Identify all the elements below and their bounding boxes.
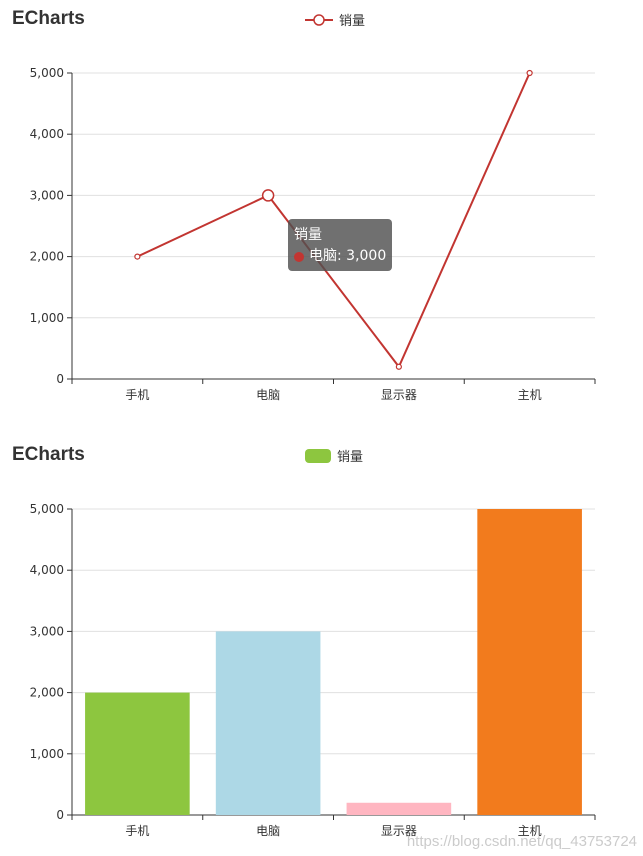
y-tick-label: 5,000 xyxy=(30,502,64,516)
line-chart-panel: 0 1,000 2,000 3,000 4,000 5,000 手机 电脑 显示器 主机 ECha… xyxy=(12,8,596,402)
y-tick-label: 1,000 xyxy=(30,311,64,325)
data-point xyxy=(526,69,533,77)
y-tick-label: 3,000 xyxy=(30,188,64,202)
line-tooltip: 销量 电脑: 3,000 xyxy=(288,219,393,271)
x-tick-label: 显示器 xyxy=(381,824,417,838)
x-tick-label: 电脑 xyxy=(256,824,280,838)
data-point xyxy=(261,189,275,202)
x-tick-label: 显示器 xyxy=(381,388,417,402)
line-series xyxy=(136,72,531,369)
bar xyxy=(215,631,321,815)
data-point xyxy=(395,363,402,370)
data-point xyxy=(134,253,141,260)
bar-legend-label: 销量 xyxy=(337,450,364,465)
tooltip-title: 销量 xyxy=(294,227,322,243)
x-tick-label: 手机 xyxy=(125,824,149,838)
tooltip-item: 电脑: 3,000 xyxy=(309,248,387,264)
line-legend-icon xyxy=(305,13,333,26)
bar-legend-icon xyxy=(305,448,331,463)
bar-chart-legend[interactable]: 销量 xyxy=(305,446,363,465)
watermark: https://blog.csdn.net/qq_43753724 xyxy=(406,833,637,850)
bar-chart-title: ECharts xyxy=(12,444,85,465)
line-chart-svg: 0 1,000 2,000 3,000 4,000 5,000 手机 电脑 显示器 主机 xyxy=(30,66,596,402)
y-tick-label: 2,000 xyxy=(30,686,64,700)
y-tick-label: 0 xyxy=(56,808,64,822)
line-chart-legend[interactable]: 销量 xyxy=(305,10,365,29)
y-tick-label: 1,000 xyxy=(30,747,64,761)
bar xyxy=(477,509,582,815)
x-tick-label: 主机 xyxy=(518,388,542,402)
line-legend-label: 销量 xyxy=(339,14,366,29)
bar-chart-svg: 0 1,000 2,000 3,000 4,000 5,000 手机 电脑 显示器 主机 xyxy=(30,502,596,838)
y-tick-label: 3,000 xyxy=(30,624,64,638)
x-tick-label: 手机 xyxy=(125,388,149,402)
bar xyxy=(346,802,452,815)
tooltip-dot-icon xyxy=(294,251,304,262)
x-tick-label: 电脑 xyxy=(256,388,280,402)
y-tick-label: 4,000 xyxy=(30,563,64,577)
line-chart-title: ECharts xyxy=(12,8,85,29)
y-tick-label: 0 xyxy=(56,372,64,386)
y-tick-label: 2,000 xyxy=(30,250,64,264)
bar xyxy=(85,692,190,815)
bar-chart-panel: 0 1,000 2,000 3,000 4,000 5,000 手机 电脑 显示器 主机 ECha… xyxy=(0,436,643,856)
y-tick-label: 5,000 xyxy=(30,66,64,80)
x-tick-label: 主机 xyxy=(518,824,542,838)
y-tick-label: 4,000 xyxy=(30,127,64,141)
